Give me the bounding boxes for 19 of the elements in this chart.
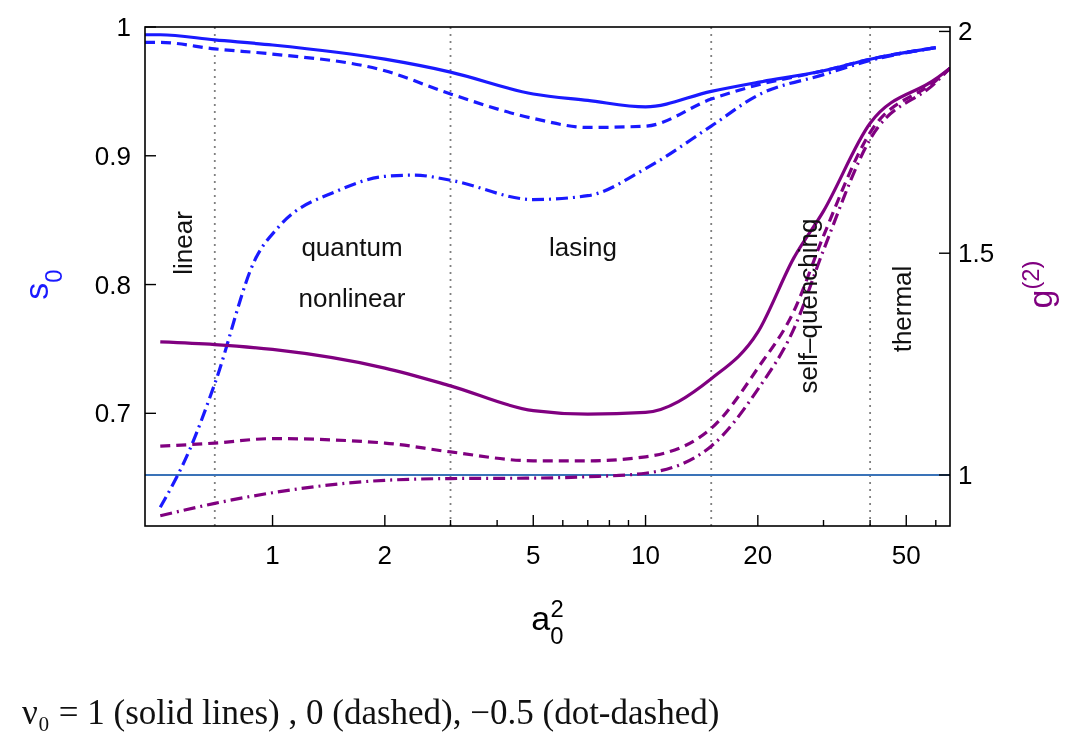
x-tick-label: 50 [891, 540, 921, 570]
annotation: thermal [887, 265, 917, 353]
annotation: linear [168, 210, 198, 275]
annotation: self–quenching [793, 218, 823, 394]
y2-tick-label: 1 [958, 459, 973, 490]
x-tick-label: 5 [526, 540, 541, 570]
y-tick-label: 0.7 [94, 398, 131, 429]
y2-tick-label: 1.5 [958, 238, 995, 269]
x-tick-label: 20 [743, 540, 773, 570]
annotation: quantum nonlinear [298, 232, 406, 313]
y-tick-label: 0.9 [94, 140, 131, 171]
text: ν₀ = 1 (solid lines) , 0 (dashed), −0.5 (dot-dashed) [22, 692, 720, 732]
y2-tick-label: 2 [958, 16, 973, 47]
annotation: lasing [549, 232, 617, 262]
x-tick-label: 10 [631, 540, 661, 570]
y-tick-label: 0.8 [94, 269, 131, 300]
x-tick-label: 1 [265, 540, 280, 570]
x-tick-label: 2 [377, 540, 393, 570]
y-tick-label: 1 [116, 12, 131, 42]
